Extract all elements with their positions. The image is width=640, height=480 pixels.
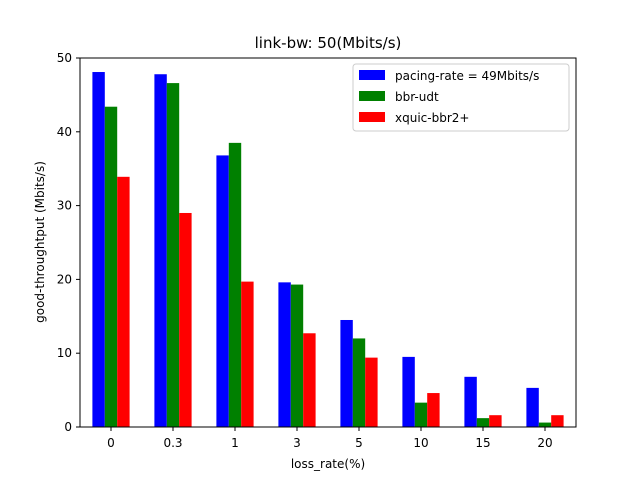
bar [117, 176, 130, 427]
bar [303, 333, 316, 427]
bar [476, 418, 490, 427]
legend-label: bbr-udt [395, 90, 439, 104]
bar [427, 393, 440, 427]
bar [290, 284, 304, 427]
plot-area [92, 72, 564, 428]
y-axis-label: good-throughtput (Mbits/s) [33, 161, 47, 323]
bar [340, 319, 353, 427]
y-tick-label: 20 [57, 272, 72, 286]
legend: pacing-rate = 49Mbits/s bbr-udt xquic-bbr2… [352, 63, 570, 132]
x-tick-label: 0 [107, 436, 115, 450]
bar [166, 83, 180, 427]
x-tick-label: 1 [231, 436, 239, 450]
bar [241, 281, 254, 427]
x-tick-label: 3 [293, 436, 301, 450]
bar [352, 338, 366, 427]
x-tick-label: 0.3 [163, 436, 182, 450]
x-axis: 0 0.3 1 3 5 10 15 20 [107, 427, 553, 450]
y-tick-label: 30 [57, 199, 72, 213]
legend-swatch [359, 70, 385, 80]
legend-label: pacing-rate = 49Mbits/s [395, 69, 539, 83]
bar [365, 357, 378, 427]
legend-label: xquic-bbr2+ [395, 111, 469, 125]
y-tick-label: 10 [57, 346, 72, 360]
bar [414, 402, 428, 427]
bar [154, 74, 167, 428]
bar [179, 212, 192, 427]
bar [104, 106, 118, 427]
axes-frame [79, 57, 577, 428]
bar [216, 155, 229, 427]
bar [464, 376, 477, 427]
y-tick-label: 50 [57, 51, 72, 65]
y-tick-label: 40 [57, 125, 72, 139]
bar [92, 72, 105, 427]
bar [489, 415, 502, 427]
bar [402, 356, 415, 427]
x-tick-label: 15 [475, 436, 490, 450]
x-tick-label: 5 [355, 436, 363, 450]
bar [228, 142, 242, 427]
x-axis-label: loss_rate(%) [291, 457, 365, 471]
legend-box [352, 63, 570, 132]
legend-swatch [359, 112, 385, 122]
x-tick-label: 20 [537, 436, 552, 450]
bar [278, 282, 291, 427]
bar [526, 387, 539, 427]
bar [538, 422, 552, 427]
chart-title: link-bw: 50(Mbits/s) [255, 34, 402, 52]
y-axis: 0 10 20 30 40 50 [57, 51, 80, 434]
bar [551, 415, 564, 427]
x-tick-label: 10 [413, 436, 428, 450]
legend-swatch [359, 91, 385, 101]
y-tick-label: 0 [64, 420, 72, 434]
